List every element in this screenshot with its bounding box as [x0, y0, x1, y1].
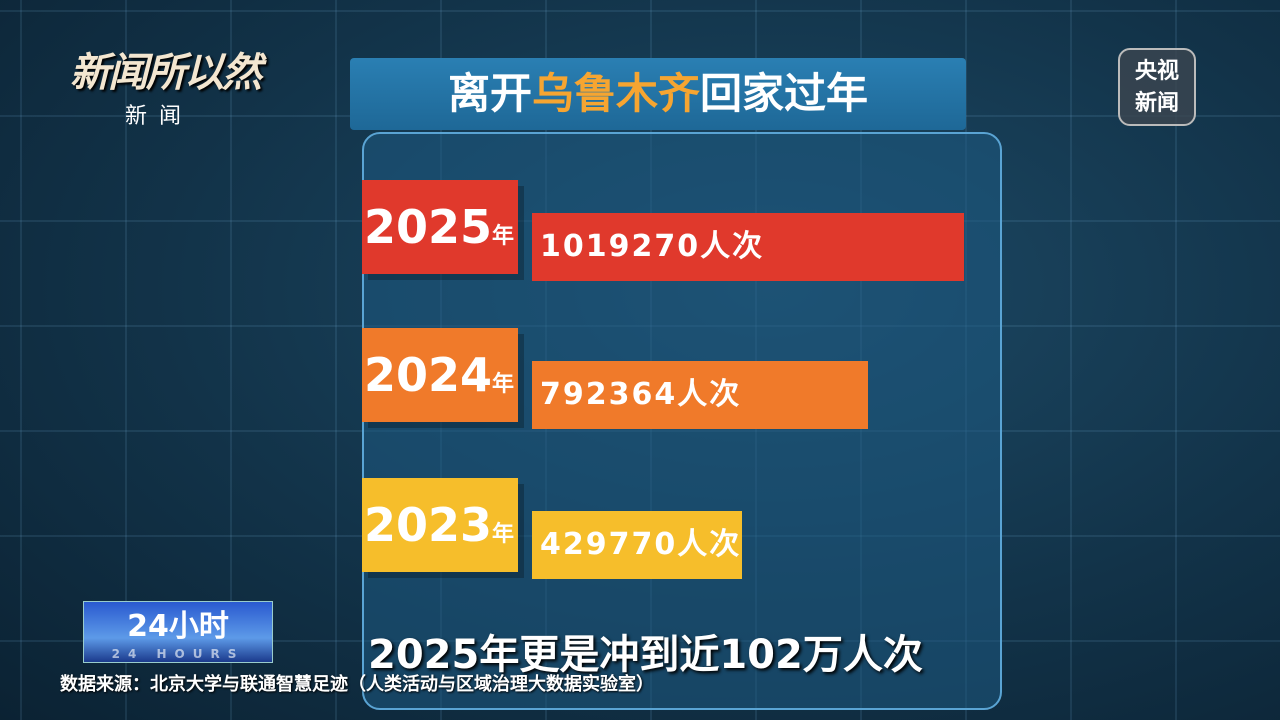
bar-2023: 429770人次	[532, 511, 742, 579]
badge-main: 24小时	[127, 609, 229, 644]
logo-title: 新闻所以然	[70, 50, 262, 96]
year-number: 2023	[364, 498, 493, 552]
year-unit: 年	[492, 372, 515, 397]
year-label: 2023年	[362, 478, 518, 572]
bar-2024: 792364人次	[532, 361, 868, 429]
data-source: 数据来源：北京大学与联通智慧足迹（人类活动与区域治理大数据实验室）	[60, 674, 654, 695]
year-number: 2025	[364, 200, 493, 254]
badge-sub: 24 HOURS	[111, 647, 245, 661]
title-highlight: 乌鲁木齐	[531, 69, 700, 118]
program-logo: 新闻所以然 新闻	[70, 40, 270, 130]
year-unit: 年	[492, 224, 515, 249]
corner-line1: 央视	[1134, 59, 1179, 84]
title-suffix: 回家过年	[700, 69, 869, 118]
year-label: 2025年	[362, 180, 518, 274]
chart-title: 离开乌鲁木齐回家过年	[350, 58, 966, 130]
bar-2025: 1019270人次	[532, 213, 964, 281]
year-label: 2024年	[362, 328, 518, 422]
24-hours-badge: 24小时 24 HOURS	[83, 601, 273, 663]
title-prefix: 离开	[447, 69, 532, 118]
year-number: 2024	[364, 348, 493, 402]
subtitle-caption: 2025年更是冲到近102万人次	[368, 632, 923, 678]
corner-line2: 新闻	[1134, 91, 1179, 116]
cctv-news-logo: 央视 新闻	[1118, 48, 1196, 126]
logo-sub: 新闻	[125, 104, 194, 129]
year-unit: 年	[492, 522, 515, 547]
